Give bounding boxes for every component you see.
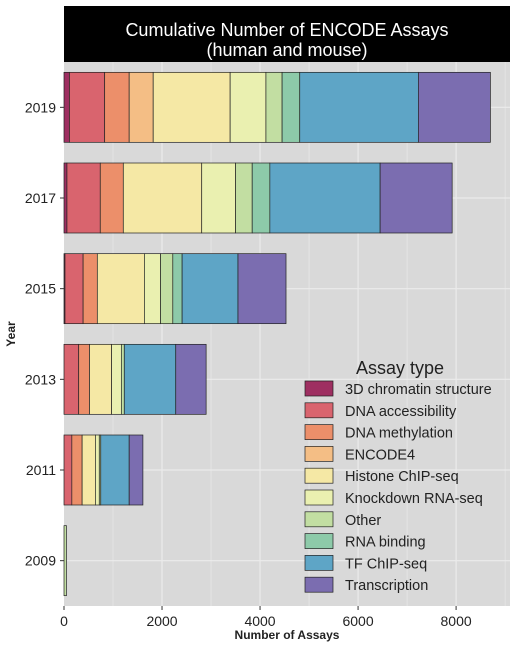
bar-2017-transcription — [380, 163, 452, 233]
bar-2017-dna-accessibility — [67, 163, 100, 233]
title-strip: Cumulative Number of ENCODE Assays(human… — [64, 6, 510, 62]
bar-2019-dna-methylation — [105, 72, 130, 142]
legend-title: Assay type — [356, 358, 444, 378]
bar-2015-knockdown-rna-seq — [144, 254, 160, 324]
legend-label-rna-binding: RNA binding — [345, 535, 426, 551]
bar-2013-histone-chip-seq — [89, 344, 111, 414]
x-tick-label: 8000 — [441, 613, 472, 629]
bar-2017-other — [236, 163, 253, 233]
legend-label-3d-chromatin-structure: 3D chromatin structure — [345, 382, 492, 398]
plot-background — [64, 62, 510, 606]
x-tick-label: 4000 — [244, 613, 275, 629]
y-tick-label: 2015 — [25, 281, 56, 297]
bar-2015-histone-chip-seq — [97, 254, 144, 324]
bar-2017-3d-chromatin-structure — [64, 163, 67, 233]
y-tick-label: 2019 — [25, 99, 56, 115]
bar-2019-knockdown-rna-seq — [230, 72, 266, 142]
bar-2013-other — [121, 344, 124, 414]
bar-2019-dna-accessibility — [69, 72, 104, 142]
bar-2019-histone-chip-seq — [153, 72, 230, 142]
bar-2019-encode4 — [129, 72, 153, 142]
y-axis-label: Year — [4, 321, 18, 347]
chart-title-line: Cumulative Number of ENCODE Assays — [125, 20, 448, 40]
legend-swatch-transcription — [305, 577, 333, 592]
y-tick-label: 2009 — [25, 553, 56, 569]
bar-2017-tf-chip-seq — [270, 163, 380, 233]
bar-2009-other — [64, 526, 66, 596]
bar-2019-tf-chip-seq — [300, 72, 419, 142]
chart-title-line: (human and mouse) — [206, 40, 367, 60]
y-tick-label: 2011 — [26, 462, 56, 478]
legend-label-histone-chip-seq: Histone ChIP-seq — [345, 469, 459, 485]
bar-2015-tf-chip-seq — [182, 254, 238, 324]
y-tick-label: 2013 — [25, 371, 56, 387]
legend-label-tf-chip-seq: TF ChIP-seq — [345, 556, 427, 572]
legend-swatch-tf-chip-seq — [305, 555, 333, 570]
bar-2013-knockdown-rna-seq — [112, 344, 122, 414]
legend-label-other: Other — [345, 513, 381, 529]
legend-swatch-knockdown-rna-seq — [305, 490, 333, 505]
bar-2019-other — [266, 72, 282, 142]
legend-swatch-other — [305, 512, 333, 527]
bar-2011-tf-chip-seq — [101, 435, 129, 505]
x-axis-label: Number of Assays — [235, 628, 340, 642]
bar-2017-dna-methylation — [100, 163, 123, 233]
bar-2017-knockdown-rna-seq — [202, 163, 236, 233]
legend-swatch-dna-accessibility — [305, 403, 333, 418]
bar-2015-transcription — [238, 254, 286, 324]
bar-2019-3d-chromatin-structure — [64, 72, 69, 142]
bar-2011-dna-accessibility — [64, 435, 72, 505]
bar-2011-histone-chip-seq — [82, 435, 95, 505]
bar-2011-knockdown-rna-seq — [95, 435, 99, 505]
legend-label-encode4: ENCODE4 — [345, 447, 415, 463]
legend-swatch-rna-binding — [305, 534, 333, 549]
legend-label-knockdown-rna-seq: Knockdown RNA-seq — [345, 491, 483, 507]
bar-2019-rna-binding — [282, 72, 300, 142]
y-tick-label: 2017 — [25, 190, 56, 206]
legend-label-dna-accessibility: DNA accessibility — [345, 404, 457, 420]
bar-2017-rna-binding — [252, 163, 270, 233]
bar-2011-transcription — [129, 435, 143, 505]
legend-swatch-dna-methylation — [305, 425, 333, 440]
legend-swatch-3d-chromatin-structure — [305, 381, 333, 396]
x-tick-label: 6000 — [342, 613, 373, 629]
x-tick-label: 0 — [60, 613, 68, 629]
bar-2017-histone-chip-seq — [123, 163, 201, 233]
x-tick-label: 2000 — [146, 613, 177, 629]
bar-2015-dna-methylation — [83, 254, 97, 324]
bar-2013-transcription — [176, 344, 206, 414]
bar-2013-dna-methylation — [79, 344, 90, 414]
legend-label-dna-methylation: DNA methylation — [345, 426, 453, 442]
bar-2013-dna-accessibility — [64, 344, 79, 414]
bar-2015-dna-accessibility — [65, 254, 83, 324]
bar-2019-transcription — [418, 72, 490, 142]
legend-swatch-histone-chip-seq — [305, 468, 333, 483]
bar-2015-other — [161, 254, 173, 324]
legend-label-transcription: Transcription — [345, 578, 428, 594]
bar-2011-dna-methylation — [72, 435, 82, 505]
legend-swatch-encode4 — [305, 446, 333, 461]
bar-2013-tf-chip-seq — [124, 344, 175, 414]
bar-2015-rna-binding — [173, 254, 182, 324]
